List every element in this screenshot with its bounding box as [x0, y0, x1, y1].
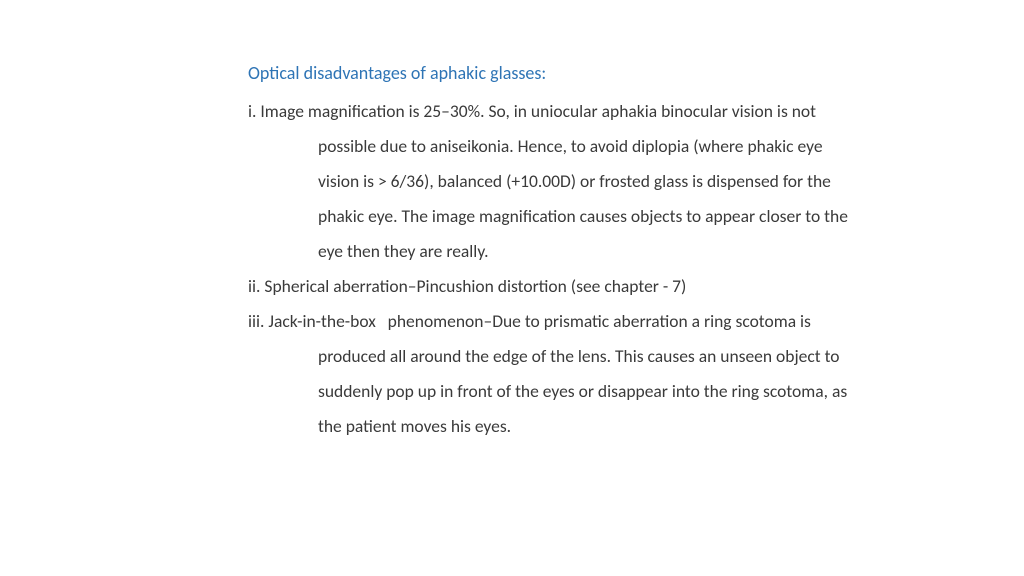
item-i: i. Image magnification is 25–30%. So, in…: [248, 94, 924, 269]
item-iii-line4: the patient moves his eyes.: [248, 409, 924, 444]
item-ii: ii. Spherical aberration–Pincushion dist…: [248, 269, 924, 304]
item-i-line1: i. Image magnification is 25–30%. So, in…: [248, 94, 924, 129]
item-i-line2: possible due to aniseikonia. Hence, to a…: [248, 129, 924, 164]
section-heading: Optical disadvantages of aphakic glasses…: [248, 62, 924, 84]
item-i-line3: vision is > 6/36), balanced (+10.00D) or…: [248, 164, 924, 199]
item-iii-line2: produced all around the edge of the lens…: [248, 339, 924, 374]
item-i-line4: phakic eye. The image magnification caus…: [248, 199, 924, 234]
item-ii-line1: ii. Spherical aberration–Pincushion dist…: [248, 269, 924, 304]
item-iii: iii. Jack-in-the-box phenomenon–Due to p…: [248, 304, 924, 444]
item-iii-line3: suddenly pop up in front of the eyes or …: [248, 374, 924, 409]
item-i-line5: eye then they are really.: [248, 234, 924, 269]
slide-content: Optical disadvantages of aphakic glasses…: [0, 0, 1024, 484]
item-iii-line1: iii. Jack-in-the-box phenomenon–Due to p…: [248, 304, 924, 339]
